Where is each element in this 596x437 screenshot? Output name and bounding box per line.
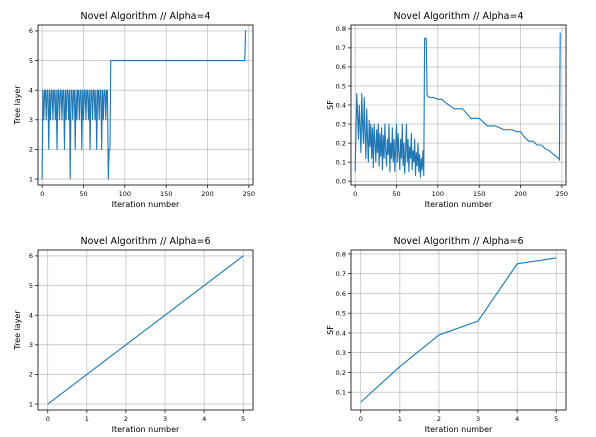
x-axis-label: Iteration number bbox=[425, 200, 493, 209]
x-tick-label: 2 bbox=[124, 415, 128, 423]
y-tick-label: 0.2 bbox=[336, 139, 346, 147]
y-tick-label: 4 bbox=[29, 86, 33, 94]
x-tick-label: 100 bbox=[119, 190, 131, 198]
y-tick-label: 0.3 bbox=[336, 120, 346, 128]
series-line bbox=[360, 257, 557, 403]
chart-title: Novel Algorithm // Alpha=6 bbox=[80, 236, 210, 247]
y-tick-label: 0.2 bbox=[336, 369, 346, 377]
x-tick-label: 0 bbox=[40, 190, 44, 198]
x-tick-label: 150 bbox=[160, 190, 172, 198]
subplot-top-right: 0 50 100 150 200 250 0.0 0.1 0.2 0.3 0.4 0.5 0.6 0.7 0… bbox=[326, 11, 568, 209]
x-tick-label: 2 bbox=[437, 415, 441, 423]
x-tick-label: 5 bbox=[241, 415, 245, 423]
y-tick-label: 5 bbox=[29, 282, 33, 290]
chart-title: Novel Algorithm // Alpha=4 bbox=[80, 11, 210, 22]
x-tick-label: 200 bbox=[514, 190, 526, 198]
y-axis-label: Tree layer bbox=[13, 310, 22, 351]
x-tick-label: 5 bbox=[554, 415, 558, 423]
y-tick-label: 0.8 bbox=[336, 25, 346, 33]
chart-title: Novel Algorithm // Alpha=6 bbox=[393, 236, 523, 247]
y-axis-label: SF bbox=[326, 100, 335, 110]
y-tick-label: 0.1 bbox=[336, 389, 346, 397]
y-tick-label: 0.8 bbox=[336, 250, 346, 258]
y-tick-label: 0.0 bbox=[336, 177, 346, 185]
subplot-bottom-right: 0 1 2 3 4 5 0.1 0.2 0.3 0.4 0.5 0.6 0.7 0.8 Novel Alg… bbox=[326, 236, 567, 434]
x-axis-label: Iteration number bbox=[112, 200, 180, 209]
y-tick-label: 6 bbox=[29, 27, 33, 35]
x-tick-label: 3 bbox=[163, 415, 167, 423]
x-tick-label: 1 bbox=[398, 415, 402, 423]
series-line bbox=[354, 32, 561, 178]
y-axis-label: SF bbox=[326, 325, 335, 335]
y-tick-label: 2 bbox=[29, 371, 33, 379]
x-tick-label: 250 bbox=[243, 190, 255, 198]
y-tick-label: 6 bbox=[29, 252, 33, 260]
x-tick-label: 50 bbox=[392, 190, 400, 198]
y-tick-label: 2 bbox=[29, 146, 33, 154]
x-tick-label: 250 bbox=[556, 190, 568, 198]
y-tick-label: 3 bbox=[29, 341, 33, 349]
x-axis-label: Iteration number bbox=[425, 425, 493, 434]
plot-frame bbox=[350, 249, 567, 411]
y-tick-label: 0.7 bbox=[336, 44, 346, 52]
x-tick-label: 1 bbox=[85, 415, 89, 423]
x-tick-label: 4 bbox=[202, 415, 206, 423]
y-tick-label: 4 bbox=[29, 311, 33, 319]
x-tick-label: 0 bbox=[359, 415, 363, 423]
y-tick-label: 1 bbox=[29, 400, 33, 408]
x-tick-label: 150 bbox=[473, 190, 485, 198]
plot-frame bbox=[37, 249, 254, 411]
y-tick-label: 0.4 bbox=[336, 329, 346, 337]
y-tick-label: 0.5 bbox=[336, 310, 346, 318]
y-tick-label: 3 bbox=[29, 116, 33, 124]
x-tick-label: 4 bbox=[515, 415, 519, 423]
chart-title: Novel Algorithm // Alpha=4 bbox=[393, 11, 523, 22]
y-tick-label: 0.6 bbox=[336, 290, 346, 298]
plot-frame bbox=[37, 24, 254, 186]
x-tick-label: 0 bbox=[46, 415, 50, 423]
y-tick-label: 0.4 bbox=[336, 101, 346, 109]
x-tick-label: 100 bbox=[432, 190, 444, 198]
series-line bbox=[41, 30, 247, 180]
y-axis-label: Tree layer bbox=[13, 85, 22, 126]
x-tick-label: 200 bbox=[201, 190, 213, 198]
x-tick-label: 0 bbox=[353, 190, 357, 198]
series-line bbox=[47, 255, 244, 405]
subplot-top-left: 0 50 100 150 200 250 1 2 3 4 5 6 Novel Algorithm //… bbox=[13, 11, 255, 209]
x-tick-label: 50 bbox=[79, 190, 87, 198]
y-tick-label: 0.1 bbox=[336, 158, 346, 166]
y-tick-label: 0.7 bbox=[336, 270, 346, 278]
y-tick-label: 0.3 bbox=[336, 349, 346, 357]
plot-frame bbox=[350, 24, 567, 186]
x-tick-label: 3 bbox=[476, 415, 480, 423]
y-tick-label: 0.6 bbox=[336, 63, 346, 71]
y-tick-label: 0.5 bbox=[336, 82, 346, 90]
y-tick-label: 5 bbox=[29, 57, 33, 65]
y-tick-label: 1 bbox=[29, 175, 33, 183]
x-axis-label: Iteration number bbox=[112, 425, 180, 434]
